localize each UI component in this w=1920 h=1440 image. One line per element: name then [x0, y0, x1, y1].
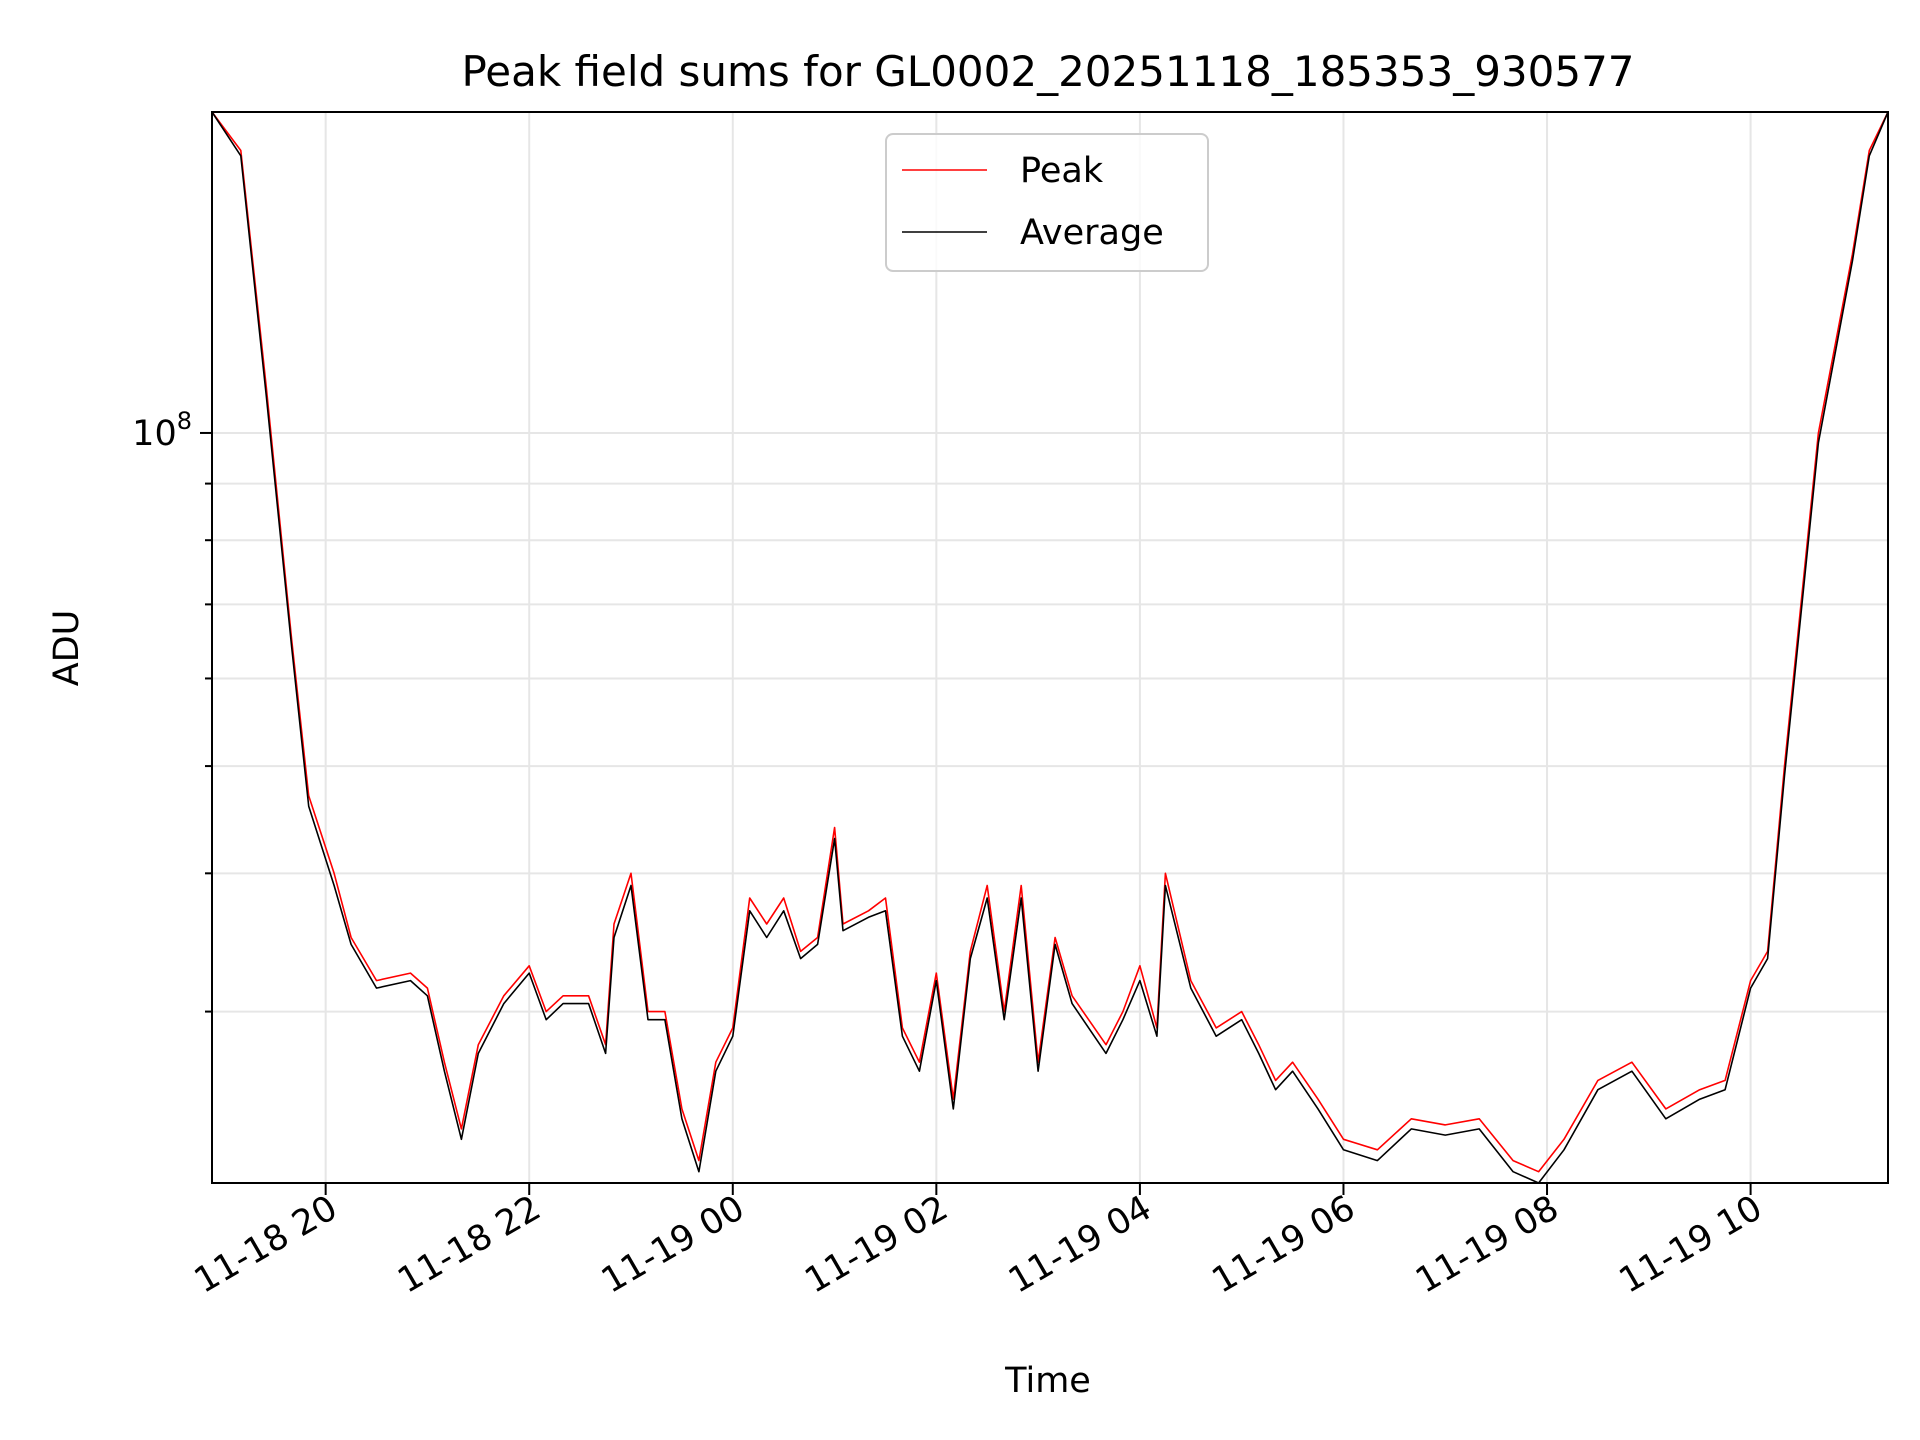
- y-axis: 108: [132, 407, 212, 1013]
- legend: Peak Average: [885, 133, 1209, 272]
- grid: [212, 112, 1888, 1183]
- plot-frame: [211, 111, 1889, 1184]
- legend-box: [885, 133, 1209, 272]
- legend-peak-label: Peak: [1020, 151, 1104, 191]
- series-line-peak: [211, 111, 1889, 1173]
- y-axis-label: ADU: [47, 610, 87, 687]
- chart-title: Peak field sums for GL0002_20251118_1853…: [461, 47, 1634, 96]
- y-tick-label: 108: [132, 407, 192, 454]
- x-axis-label: Time: [1004, 1361, 1091, 1401]
- legend-average-label: Average: [1020, 213, 1164, 253]
